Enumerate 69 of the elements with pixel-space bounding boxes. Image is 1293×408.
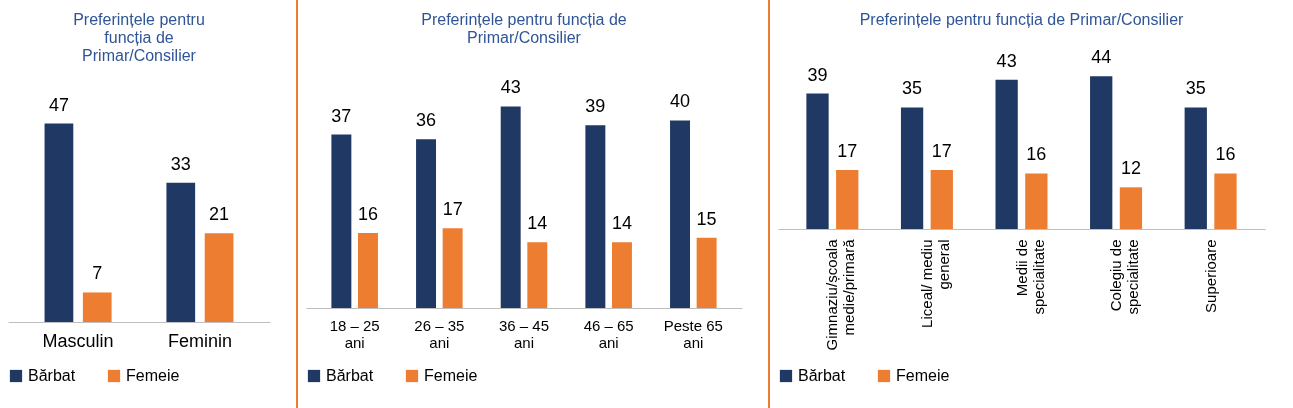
bar (611, 242, 632, 308)
legend-label: Bărbat (798, 367, 846, 384)
bar (585, 125, 606, 308)
data-label: 16 (1215, 144, 1236, 165)
x-tick-label: Masculin (42, 330, 114, 351)
data-label: 47 (48, 94, 69, 115)
data-label: 39 (807, 64, 828, 85)
data-label: 7 (92, 263, 103, 284)
bar (44, 123, 74, 322)
legend-label: Femeie (424, 367, 478, 384)
chart-title: Preferințele pentru funcția de Primar/Consilier (421, 11, 627, 46)
data-label: 21 (209, 204, 230, 225)
data-label: 35 (1185, 78, 1206, 99)
x-tick-label: Colegiu de specialitate (1107, 239, 1142, 315)
data-label: 17 (837, 140, 858, 161)
bar (930, 169, 953, 229)
bar (500, 106, 521, 308)
bar (166, 182, 196, 322)
bar (836, 169, 859, 229)
legend-label: Femeie (896, 367, 950, 384)
data-label: 12 (1120, 158, 1141, 179)
bar (442, 228, 463, 308)
data-label: 16 (1026, 144, 1047, 165)
data-label: 43 (500, 77, 521, 98)
legend-label: Femeie (126, 367, 180, 384)
x-tick-label: 18 – 25 ani (329, 316, 380, 351)
bar (527, 242, 548, 308)
data-label: 40 (670, 91, 691, 112)
bar (82, 292, 112, 322)
bar (1184, 107, 1207, 229)
bar (696, 237, 717, 308)
data-label: 14 (527, 213, 548, 234)
x-tick-label: Peste 65 ani (663, 316, 723, 351)
x-tick-label: Gimnaziu/școala medie/primară (823, 238, 858, 351)
legend-label: Bărbat (28, 367, 76, 384)
data-label: 35 (902, 78, 923, 99)
bar (1090, 76, 1113, 229)
data-label: 36 (416, 110, 437, 131)
bar (670, 120, 690, 308)
bar (995, 79, 1018, 229)
data-label: 33 (170, 153, 191, 174)
bar (204, 233, 234, 322)
data-label: 17 (931, 140, 952, 161)
data-label: 39 (585, 96, 606, 117)
bar (900, 107, 924, 229)
x-tick-label: Liceal/ mediu general (917, 239, 952, 328)
data-label: 14 (611, 213, 632, 234)
chart-title: Preferințele pentru funcția de Primar/Consilier (73, 11, 205, 64)
x-tick-label: Superioare (1201, 239, 1219, 313)
x-tick-label: 26 – 35 ani (414, 316, 465, 351)
bar (1119, 187, 1143, 229)
x-tick-label: Feminin (167, 330, 232, 351)
data-label: 17 (442, 199, 463, 220)
x-tick-label: 46 – 65 ani (583, 316, 634, 351)
legend-label: Bărbat (326, 367, 374, 384)
bar (1025, 173, 1048, 229)
x-tick-label: 36 – 45 ani (498, 316, 550, 351)
bar (416, 139, 437, 308)
data-label: 16 (357, 203, 378, 224)
bar (331, 134, 352, 308)
bar (1214, 173, 1237, 229)
data-label: 44 (1091, 47, 1112, 68)
chart-title: Preferințele pentru funcția de Primar/Consilier (859, 11, 1185, 28)
data-label: 37 (331, 105, 352, 126)
bar (358, 232, 378, 308)
data-label: 15 (696, 208, 717, 229)
bar (806, 93, 829, 229)
data-label: 43 (996, 50, 1017, 71)
x-tick-label: Medii de specialitate (1012, 239, 1047, 315)
